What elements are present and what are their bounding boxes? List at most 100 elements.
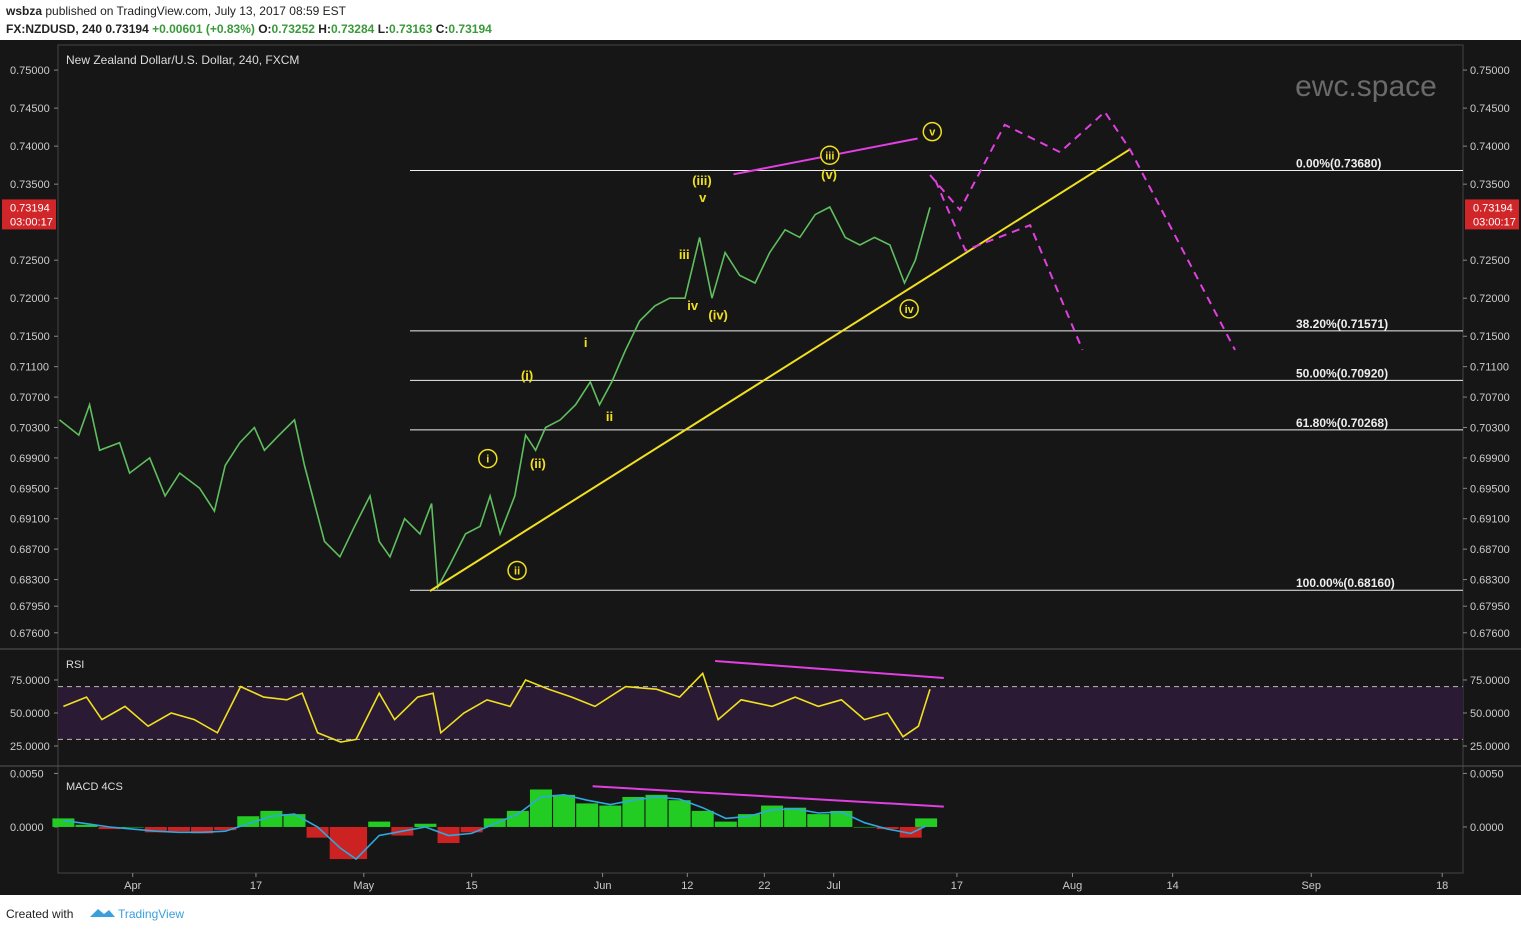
plot-frame [57, 44, 1464, 874]
x-tick-label: 15 [466, 880, 478, 892]
ohlc-key: O: [258, 22, 271, 36]
y-tick-label: 50.0000 [10, 708, 50, 720]
y-tick-label: 0.67950 [10, 601, 50, 613]
histogram-bar [483, 818, 506, 827]
histogram-bar [876, 826, 899, 830]
y-tick-label: 0.0050 [10, 768, 44, 780]
y-tick-label: 0.67950 [1470, 601, 1510, 613]
histogram-bar [167, 826, 190, 832]
y-tick-label: 0.74000 [1470, 141, 1510, 153]
histogram-bar [414, 823, 437, 827]
y-tick-label: 0.69500 [1470, 483, 1510, 495]
histogram-bar [191, 826, 214, 834]
y-tick-label: 0.73500 [1470, 179, 1510, 191]
fib-label: 50.00%(0.70920) [1296, 366, 1388, 380]
ohlc-value: 0.73163 [389, 22, 433, 36]
header-line-2: FX:NZDUSD, 240 0.73194 +0.00601 (+0.83%)… [6, 22, 492, 36]
x-tick-label: Apr [124, 880, 141, 892]
histogram-bar [899, 826, 922, 838]
y-tick-label: 50.0000 [1470, 708, 1510, 720]
y-tick-label: 0.75000 [1470, 65, 1510, 77]
wave-label: iv [687, 298, 699, 313]
histogram-bar [260, 810, 283, 827]
histogram-bar [345, 826, 368, 860]
ohlc-key: H: [318, 22, 331, 36]
x-tick-label: Jun [594, 880, 612, 892]
quote: 0.73194 [105, 22, 149, 36]
y-tick-label: 0.70700 [1470, 392, 1510, 404]
y-tick-label: 0.71100 [10, 362, 49, 374]
y-tick-label: 0.74500 [1470, 103, 1510, 115]
wave-label: i [486, 454, 489, 466]
y-tick-label: 0.71100 [1470, 362, 1509, 374]
watermark: ewc.space [1295, 70, 1437, 103]
histogram-bar [691, 810, 714, 827]
y-tick-label: 0.74000 [10, 141, 50, 153]
x-tick-label: 22 [758, 880, 770, 892]
y-tick-label: 0.68700 [1470, 544, 1510, 556]
y-tick-label: 0.68300 [1470, 575, 1510, 587]
y-tick-label: 0.71500 [10, 331, 50, 343]
y-tick-label: 0.75000 [10, 65, 50, 77]
y-tick-label: 0.72000 [10, 293, 50, 305]
y-tick-label: 0.67600 [10, 628, 50, 640]
x-tick-label: 14 [1166, 880, 1178, 892]
fib-label: 61.80%(0.70268) [1296, 416, 1388, 430]
wave-label: v [699, 190, 707, 205]
ohlc-key: C: [436, 22, 449, 36]
y-tick-label: 0.69100 [1470, 514, 1510, 526]
wave-label: iii [825, 150, 834, 162]
ohlc-value: 0.73284 [331, 22, 375, 36]
histogram-bar [368, 821, 391, 827]
symbol: FX:NZDUSD, 240 [6, 22, 102, 36]
footer: Created with TradingView [6, 907, 184, 921]
fib-label: 0.00%(0.73680) [1296, 156, 1381, 170]
x-tick-label: Jul [827, 880, 841, 892]
histogram-bar [599, 805, 622, 827]
histogram-bar [144, 826, 167, 833]
y-tick-label: 0.74500 [10, 103, 50, 115]
change: +0.00601 (+0.83%) [152, 22, 255, 36]
ohlc-value: 0.73194 [448, 22, 492, 36]
y-tick-label: 0.71500 [1470, 331, 1510, 343]
histogram-bar [668, 800, 691, 827]
y-tick-label: 75.0000 [10, 675, 50, 687]
wave-label: iv [905, 304, 915, 316]
wave-circle [820, 145, 840, 166]
histogram-bar [98, 826, 121, 830]
histogram-bar [622, 796, 645, 827]
wave-label: (ii) [530, 456, 546, 471]
price-tag-price: 0.73194 [10, 202, 50, 214]
y-tick-label: 25.0000 [1470, 741, 1510, 753]
wave-circle [507, 560, 527, 581]
y-tick-label: 75.0000 [1470, 675, 1510, 687]
price-tag-price: 0.73194 [1473, 202, 1513, 214]
y-tick-label: 0.70700 [10, 392, 50, 404]
wave-label: (iv) [708, 308, 728, 323]
macd-panel-title: MACD 4CS [66, 781, 123, 793]
author[interactable]: wsbza [5, 4, 42, 18]
histogram-bar [75, 824, 98, 827]
price-tag-countdown: 03:00:17 [10, 216, 53, 228]
wave-label: ii [606, 409, 613, 424]
header-line-1: wsbza published on TradingView.com, July… [5, 4, 347, 18]
wave-label: (i) [521, 368, 533, 383]
y-tick-label: 0.72500 [1470, 255, 1510, 267]
wave-circle [922, 121, 943, 142]
y-tick-label: 0.72000 [1470, 293, 1510, 305]
wave-label: (iii) [692, 173, 712, 188]
projection-path [929, 110, 1236, 351]
footer-brand[interactable]: TradingView [118, 907, 184, 921]
y-tick-label: 0.68700 [10, 544, 50, 556]
y-tick-label: 0.0000 [10, 822, 44, 834]
ohlc-value: 0.73252 [272, 22, 316, 36]
wave-label: v [929, 127, 936, 139]
series-line [63, 793, 927, 861]
histogram-bar [784, 807, 807, 827]
histogram-bar [306, 826, 329, 838]
y-tick-label: 0.69500 [10, 483, 50, 495]
y-tick-label: 0.69900 [10, 453, 50, 465]
histogram-bar [214, 826, 237, 831]
y-tick-label: 25.0000 [10, 741, 50, 753]
x-tick-label: Sep [1301, 880, 1321, 892]
